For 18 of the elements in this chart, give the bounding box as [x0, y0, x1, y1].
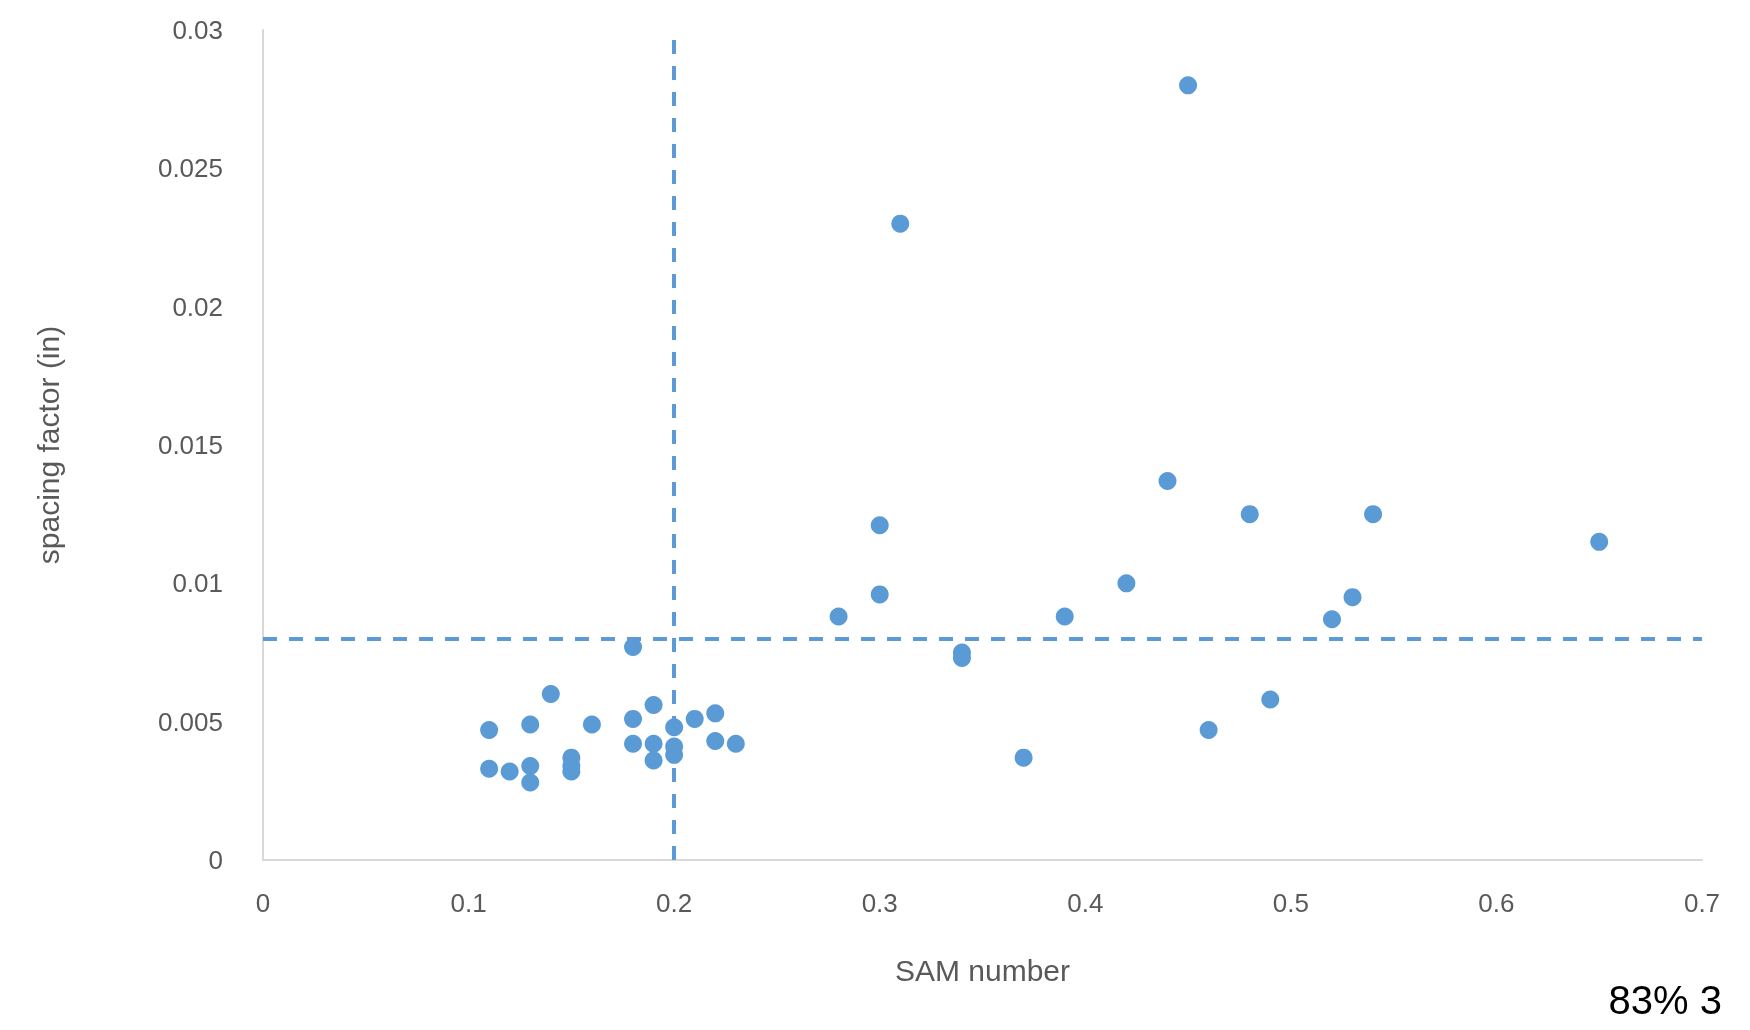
- y-axis-title: spacing factor (in): [31, 325, 65, 565]
- y-tick-label: 0.005: [157, 706, 223, 737]
- x-tick-label: 0.6: [1478, 888, 1515, 918]
- x-tick-label: 0.1: [450, 888, 487, 918]
- y-tick-label: 0.03: [172, 15, 223, 45]
- x-tick-label: 0.2: [656, 888, 693, 918]
- y-tick-label: 0.02: [172, 291, 223, 322]
- x-tick-label: 0: [255, 888, 271, 918]
- x-tick-label: 0.5: [1272, 888, 1309, 918]
- text: 83% 3: [1608, 978, 1722, 1022]
- y-tick-label: 0: [208, 845, 223, 875]
- y-tick-label: 0.025: [157, 153, 223, 184]
- x-tick-label: 0.7: [1683, 888, 1721, 918]
- x-tick-label: 0.4: [1067, 888, 1104, 918]
- x-tick-label: 0.3: [861, 888, 898, 918]
- x-axis-title: SAM number: [894, 953, 1071, 987]
- y-tick-label: 0.015: [157, 430, 223, 460]
- y-tick-label: 0.01: [172, 568, 223, 599]
